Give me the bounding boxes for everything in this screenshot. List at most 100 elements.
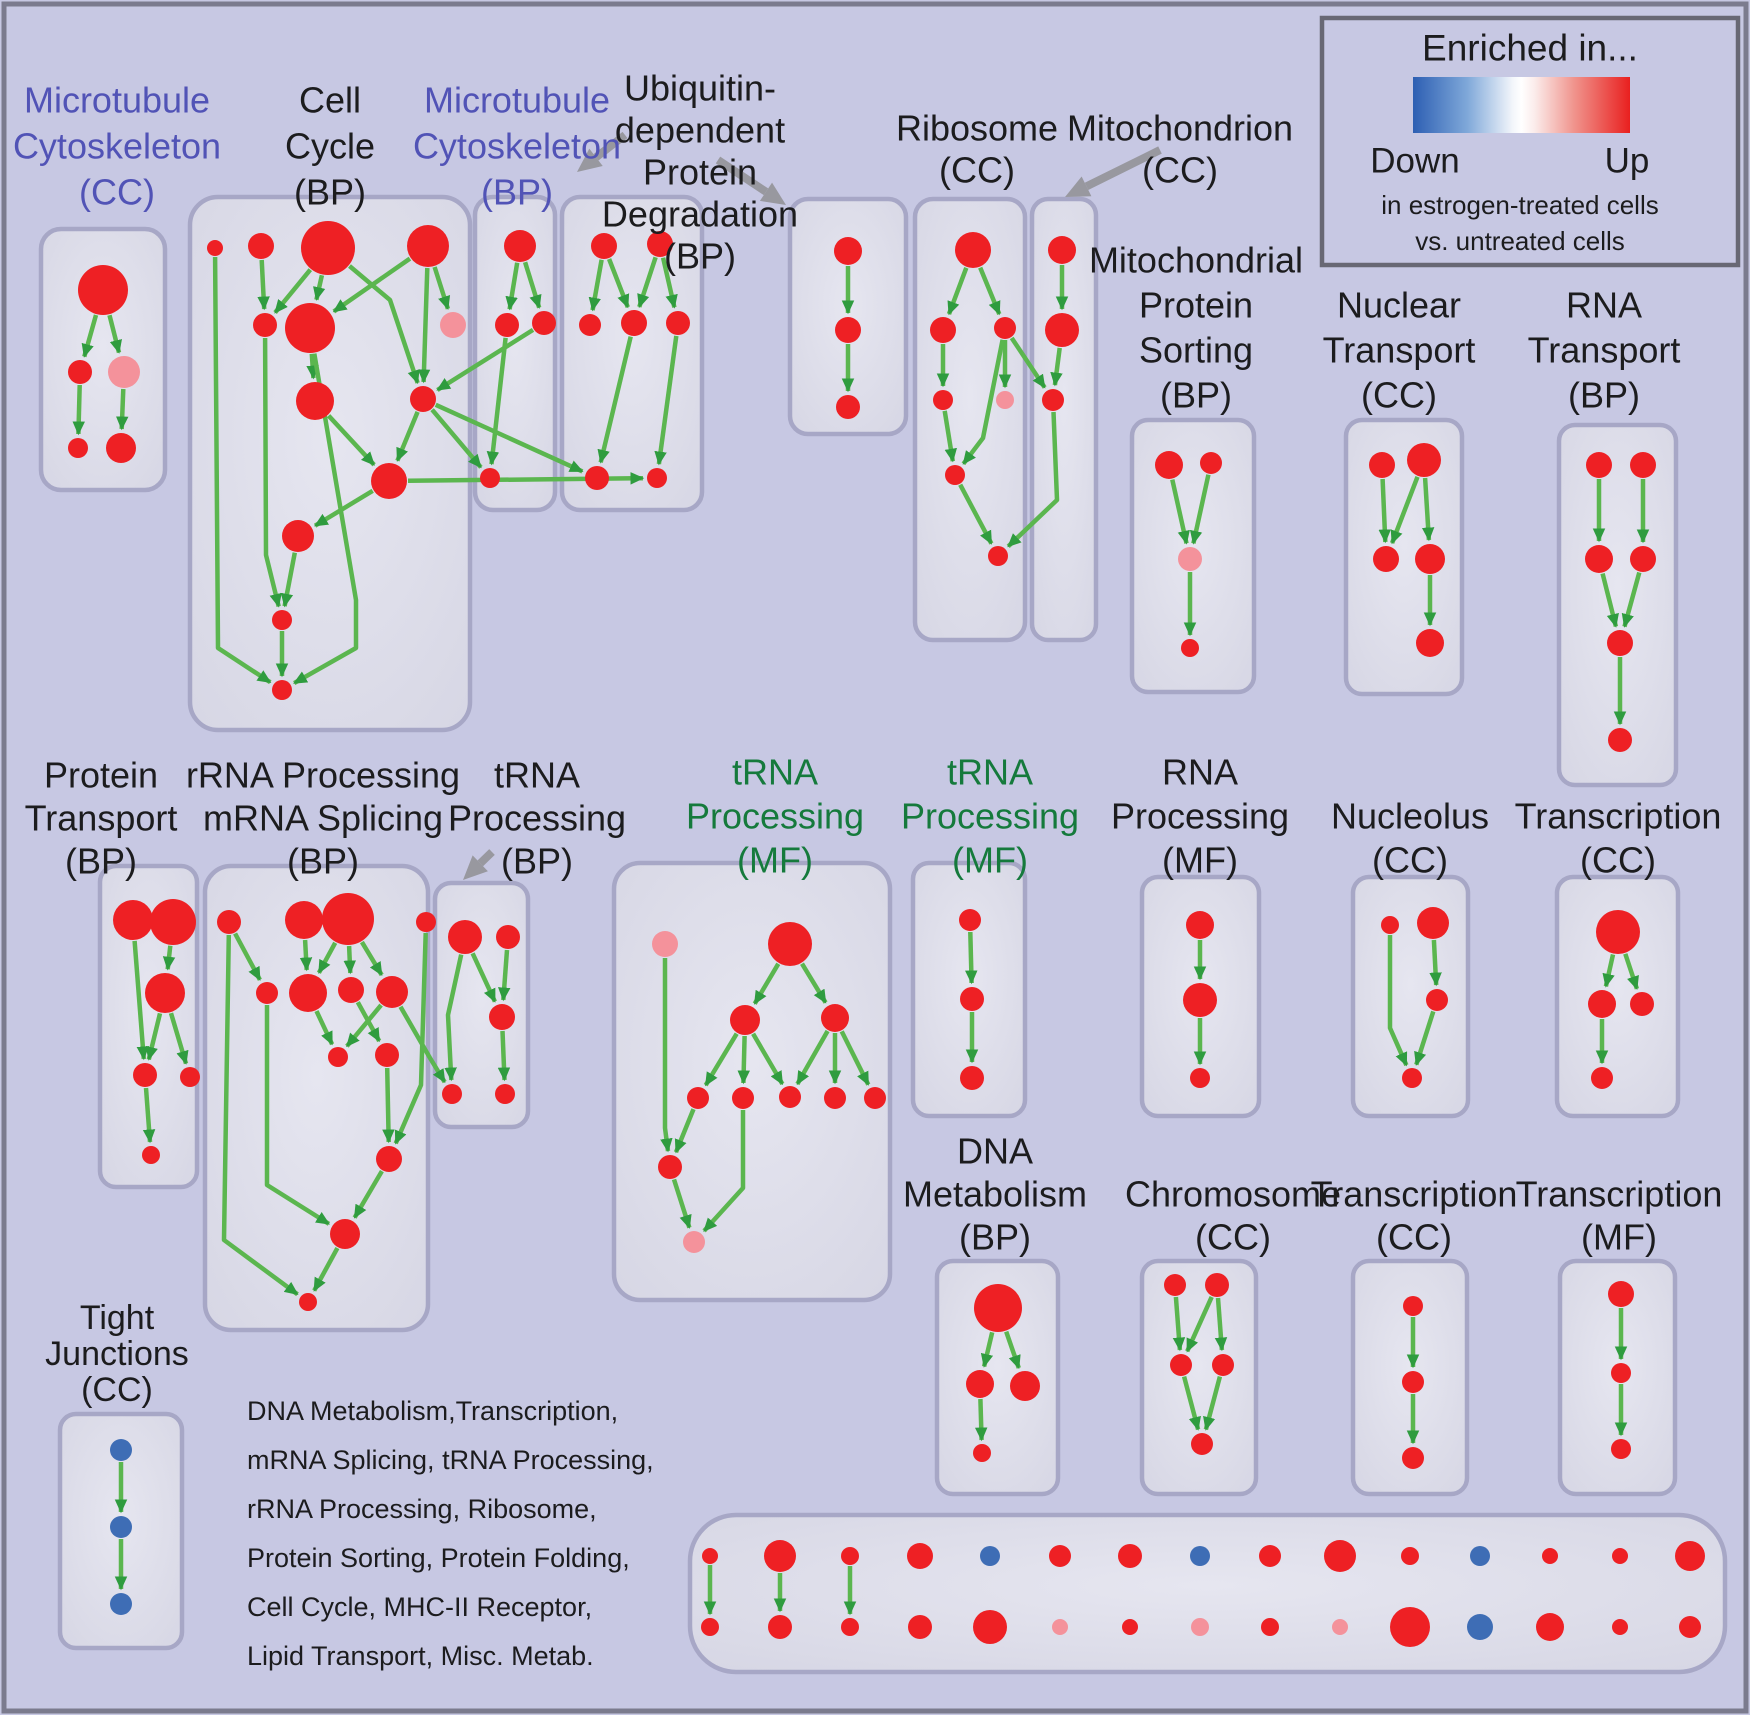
grid-node-bottom-2 [768,1615,792,1639]
go-term-node-p3 [821,1004,849,1032]
go-term-node-t2 [1407,443,1441,477]
go-term-node-tc3 [1630,992,1654,1016]
edge-c4-c5 [1203,1376,1223,1431]
go-term-node-b4m3 [666,311,690,335]
go-term-node-g13 [299,1293,317,1311]
grid-node-top-5 [980,1546,1000,1566]
go-term-node-h5 [495,1084,515,1104]
edge-g8-g9 [345,1003,383,1048]
edge-d2-d4 [974,1398,988,1442]
edge-rb4-rb6 [942,410,957,463]
edge-n1-n13 [212,256,272,685]
edge-n9-b4l1 [434,402,584,474]
arrow-to-ubiquitin-box-2-shaft [715,156,769,196]
edge-tc1-tc2 [1602,954,1616,988]
edge-h3-h5 [497,1030,511,1082]
label-rna-transport-bp-line3: (BP) [1568,375,1640,416]
grid-node-bottom-12 [1467,1614,1493,1640]
go-term-node-u2 [1630,452,1656,478]
label-nucleolus-cc-line2: (CC) [1372,840,1448,881]
box-trna-mf-1 [611,860,893,1303]
go-term-node-b4l2 [647,468,667,488]
edge-nu3-nu4 [1414,1010,1436,1066]
edge-u3-u5 [1600,573,1619,628]
edge-n2-n5 [257,259,270,311]
edge-m3-rb7 [1006,411,1060,549]
grid-node-bottom-10 [1332,1619,1348,1635]
label-trna-processing-mf-2-line3: (MF) [952,840,1028,881]
edge-s2-s3 [1189,474,1211,545]
label-ubiquitin-dependent-protein-degradation-bp-line4: Degradation [602,194,798,235]
network-edges [72,256,1650,1591]
grid-node-top-12 [1470,1546,1490,1566]
edge-t2-t3 [1389,475,1420,545]
grid-node-bottom-15 [1679,1616,1701,1638]
go-term-node-g10 [375,1043,399,1067]
label-rrna-processing-mrna-splicing-bp-line2: mRNA Splicing [203,798,443,839]
go-term-node-s2 [1200,452,1222,474]
label-ubiquitin-dependent-protein-degradation-bp-line1: Ubiquitin- [624,68,776,109]
go-term-node-b4m1 [579,314,601,336]
cluster-labels: Microtubule Cytoskeleton (CC) Cell Cycle (BP)… [13,68,1722,1410]
go-term-node-n6 [285,303,335,353]
go-term-node-t4 [1415,544,1445,574]
arrow-to-ubiquitin-box-1-shaft [593,131,628,161]
box-rrna-mrna [202,863,431,1333]
label-cell-cycle-bp-line3: (BP) [294,172,366,213]
label-protein-transport-bp-line2: Transport [25,798,178,839]
go-term-node-rb4 [933,390,953,410]
go-term-node-g9 [328,1047,348,1067]
go-term-node-p8 [864,1087,886,1109]
edge-p2-p4 [703,1032,739,1087]
edge-b4t1-b4m1 [588,259,604,312]
go-term-node-g2 [285,901,323,939]
go-term-node-a1 [78,265,128,315]
go-term-node-c3 [1170,1354,1192,1376]
go-term-node-g12 [330,1219,360,1249]
label-ubiquitin-dependent-protein-degradation-bp-line5: (BP) [664,236,736,277]
go-term-node-h1 [448,920,482,954]
go-term-node-b4l1 [585,466,609,490]
edge-b4t1-b4m2 [607,258,630,309]
go-term-node-n2 [248,233,274,259]
label-tight-junctions-cc-line3: (CC) [81,1371,153,1409]
legend-up-label: Up [1605,142,1650,181]
box-mitochondrion [1029,196,1099,643]
go-term-node-u1 [1586,452,1612,478]
edge-p2-p5 [737,1035,750,1085]
go-term-node-j2 [110,1516,132,1538]
edge-n5-n12 [262,337,282,608]
edge-b3t-b3m2 [522,261,542,309]
label-transcription-cc-low-line1: Transcription [1311,1174,1518,1215]
grid-node-top-6 [1049,1545,1071,1567]
edge-n4-n9 [417,267,431,384]
go-term-node-t5 [1416,629,1444,657]
go-term-node-rb3 [994,317,1016,339]
edge-b3t-b3m1 [505,262,520,311]
go-term-node-C [145,973,185,1013]
box-transcription-cc-mid [1554,874,1681,1119]
grid-node-top-8 [1190,1546,1210,1566]
go-term-nodes [68,221,1656,1615]
go-term-node-q3 [960,1066,984,1090]
grid-node-top-4 [907,1543,933,1569]
edge-g2-g6 [299,939,313,972]
edge-n10-n11 [313,488,374,528]
go-term-node-h3 [489,1004,515,1030]
edge-n11-n12 [280,552,298,608]
annotation-line-3: rRNA Processing, Ribosome, [247,1494,597,1524]
go-term-node-f2 [1611,1363,1631,1383]
label-nuclear-transport-cc-line3: (CC) [1361,375,1437,416]
go-term-node-nu2 [1417,907,1449,939]
label-trna-processing-bp-line1: tRNA [494,755,580,796]
go-term-node-n5 [253,313,277,337]
go-term-node-r2 [1183,983,1217,1017]
label-microtubule-cytoskeleton-cc-line1: Microtubule [24,80,210,121]
go-term-node-m3 [1042,389,1064,411]
grid-node-top-1 [702,1548,718,1564]
legend-gradient-bar [1413,77,1630,133]
label-rrna-processing-mrna-splicing-bp-line1: rRNA Processing [186,755,460,796]
grid-node-top-11 [1401,1547,1419,1565]
annotation-line-2: mRNA Splicing, tRNA Processing, [247,1445,654,1475]
